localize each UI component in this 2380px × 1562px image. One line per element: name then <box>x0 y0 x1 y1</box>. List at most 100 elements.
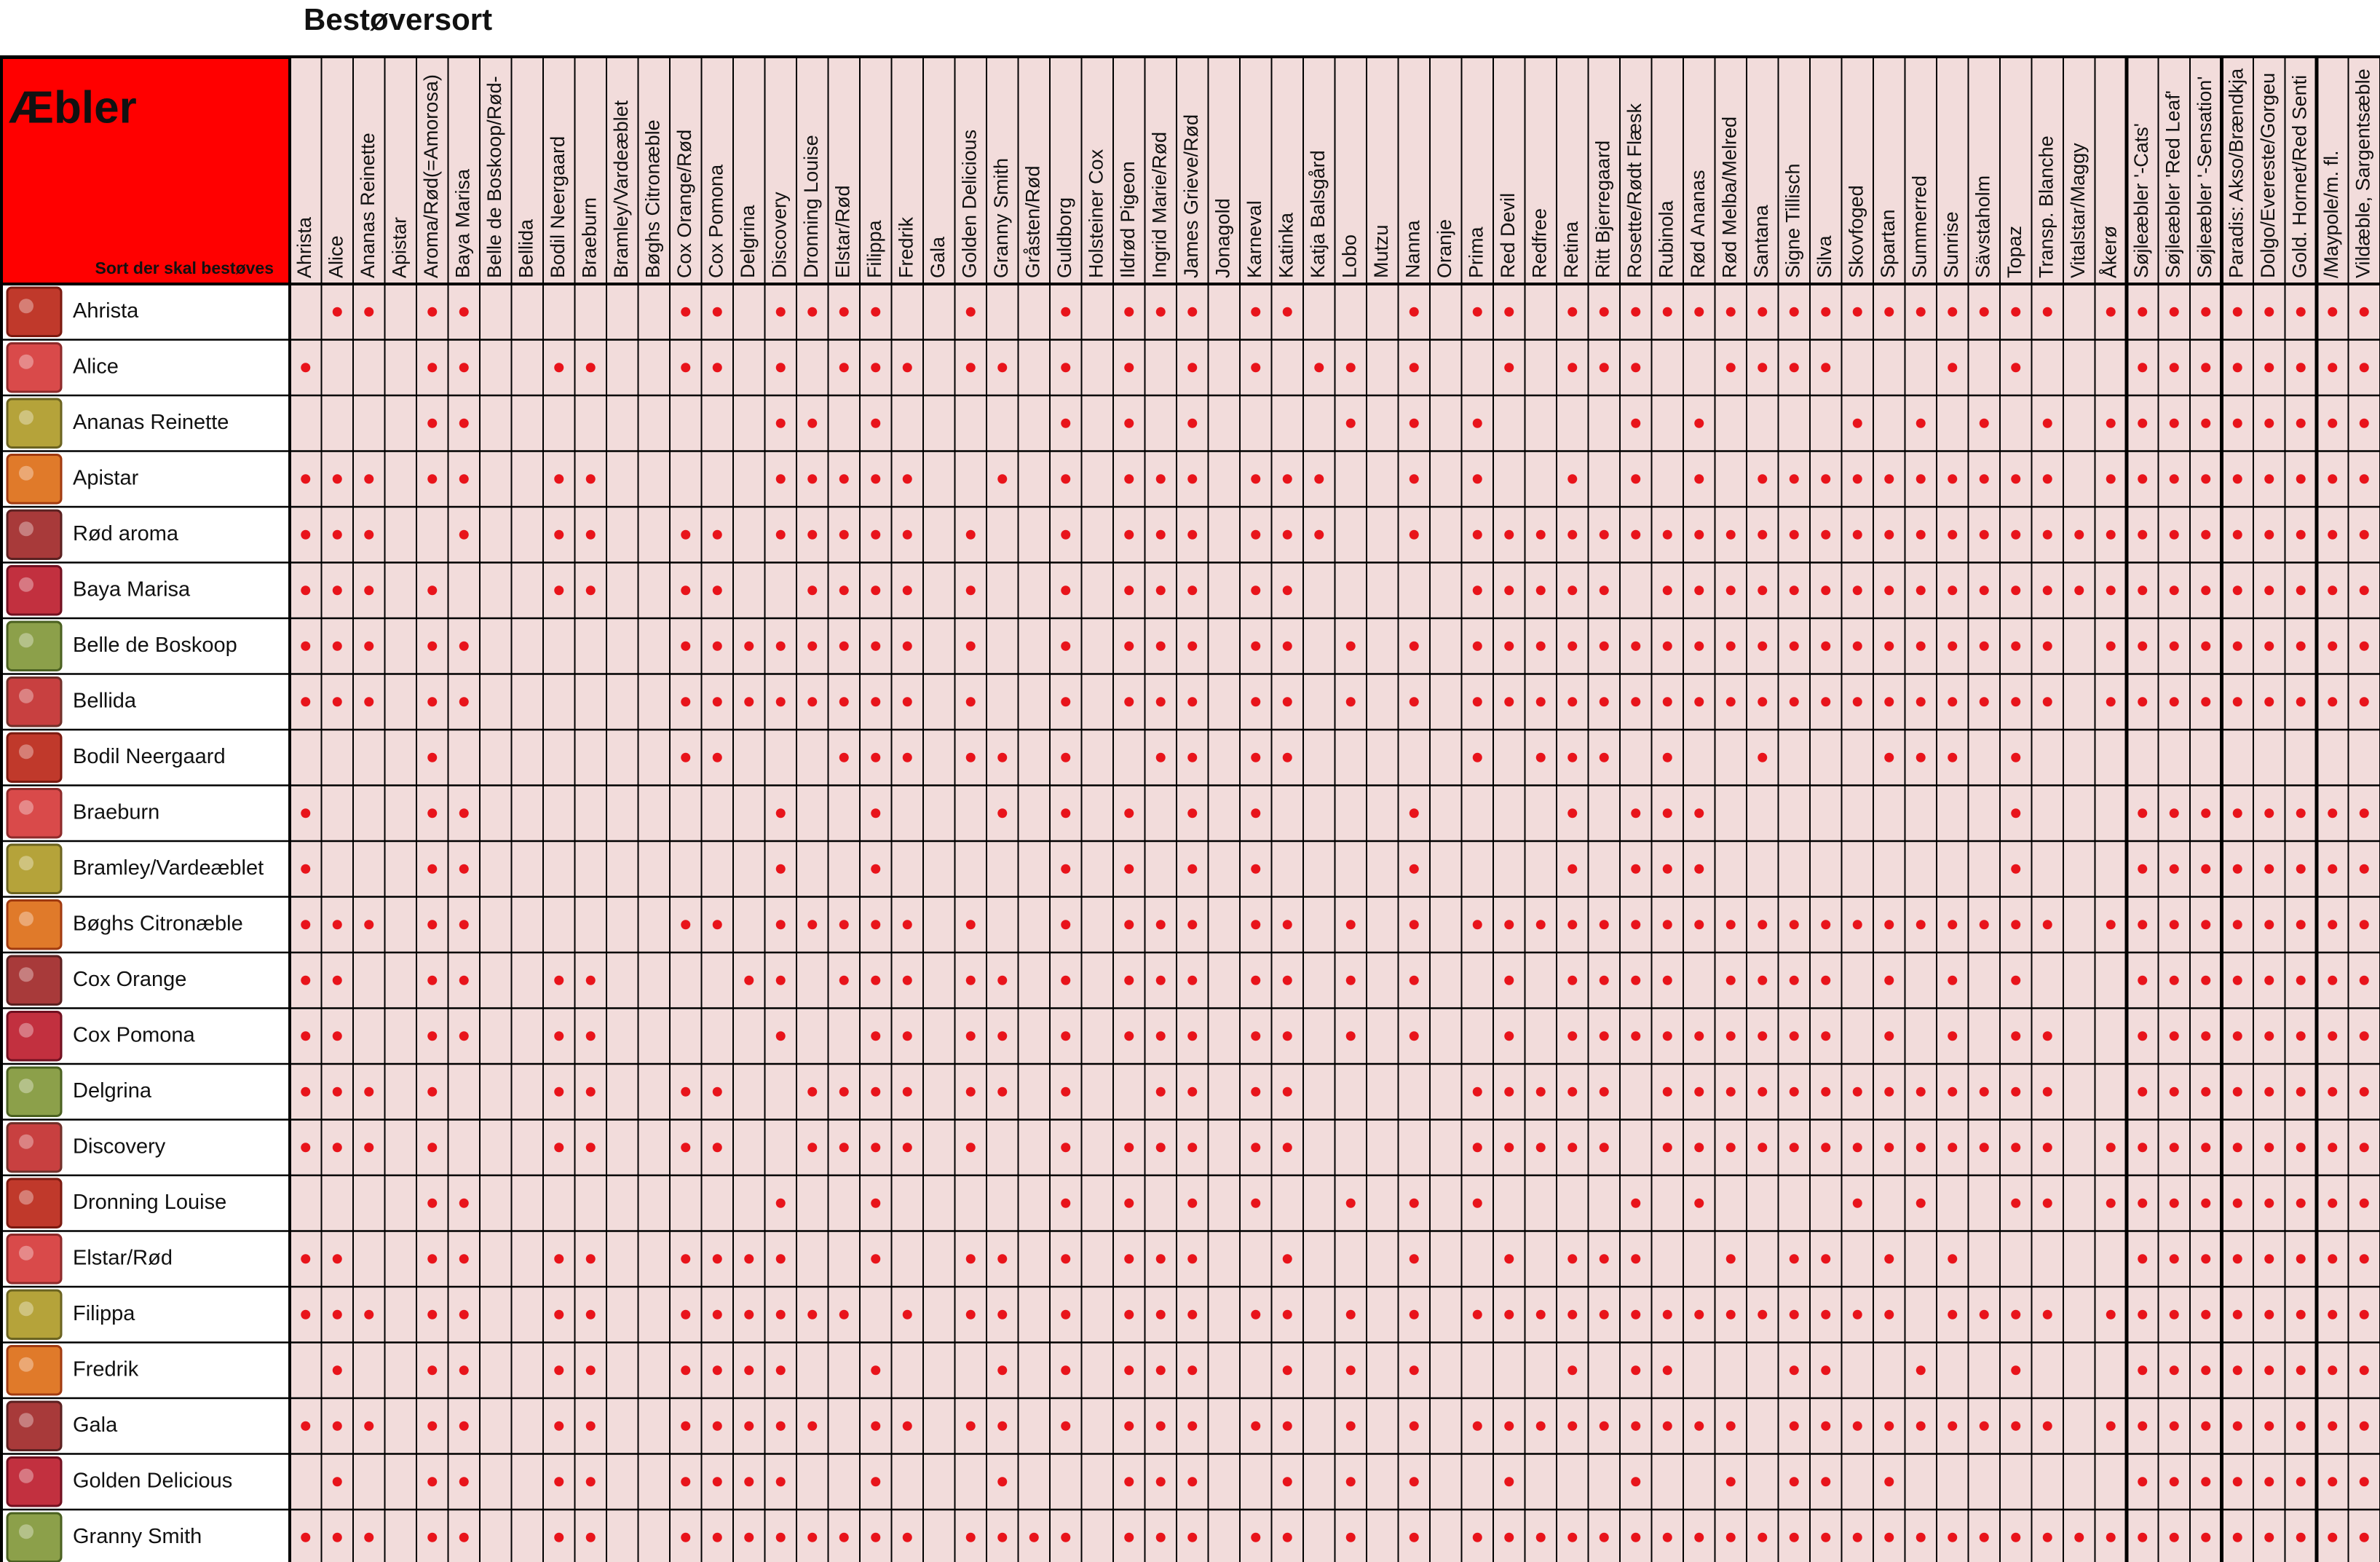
pollinator-dot <box>1948 1532 1958 1542</box>
pollinator-dot <box>1282 1031 1292 1041</box>
pollinator-dot <box>2359 1532 2369 1542</box>
pollinator-dot <box>1948 529 1958 540</box>
pollinator-dot <box>1155 1421 1166 1431</box>
column-header: Vitalstar/Maggy <box>2067 143 2089 278</box>
pollinator-dot <box>1662 697 1672 707</box>
pollinator-dot <box>2264 1254 2274 1264</box>
pollinator-dot <box>459 1309 469 1320</box>
pollinator-dot <box>1409 307 1419 317</box>
pollinator-dot <box>775 474 786 484</box>
pollinator-dot <box>997 1254 1008 1264</box>
pollinator-dot <box>902 920 912 930</box>
pollinator-dot <box>427 1477 438 1487</box>
pollinator-dot <box>1948 975 1958 985</box>
pollinator-dot <box>2138 975 2148 985</box>
pollinator-dot <box>2169 1031 2179 1041</box>
pollinator-dot <box>2169 1086 2179 1097</box>
pollinator-dot <box>2359 1031 2369 1041</box>
pollinator-dot <box>997 1532 1008 1542</box>
pollinator-dot <box>1662 1365 1672 1376</box>
pollinator-dot <box>2296 1477 2306 1487</box>
column-header: Oranje <box>1434 219 1455 278</box>
pollinator-dot <box>1124 1421 1134 1431</box>
pollinator-dot <box>1631 975 1641 985</box>
pollinator-dot <box>1631 808 1641 819</box>
pollinator-dot <box>839 641 849 651</box>
pollinator-dot <box>2106 474 2116 484</box>
pollinator-dot <box>1694 418 1704 428</box>
pollinator-dot <box>2201 363 2211 373</box>
pollinator-dot <box>1061 307 1071 317</box>
pollinator-dot <box>1345 975 1356 985</box>
row-name: Bellida <box>73 689 137 712</box>
row-name: Gala <box>73 1413 118 1437</box>
pollinator-dot <box>1282 474 1292 484</box>
pollinator-dot <box>1124 697 1134 707</box>
apple-photo <box>6 565 63 616</box>
pollinator-dot <box>1251 1198 1261 1208</box>
pollinator-dot <box>2359 474 2369 484</box>
pollinator-dot <box>2042 1143 2052 1153</box>
pollinator-dot <box>681 641 691 651</box>
row-name: Apistar <box>73 466 139 489</box>
pollinator-dot <box>2201 864 2211 874</box>
pollinator-dot <box>871 697 881 707</box>
column-header: Paradis: Akso/Brændkja <box>2225 68 2247 278</box>
pollinator-dot <box>1061 1309 1071 1320</box>
pollinator-dot <box>712 307 722 317</box>
pollinator-dot <box>1155 1086 1166 1097</box>
pollinator-dot <box>332 1365 342 1376</box>
pollinator-dot <box>1187 920 1198 930</box>
pollinator-dot <box>1345 1198 1356 1208</box>
apple-photo <box>6 1178 63 1228</box>
pollinator-dot <box>332 1532 342 1542</box>
pollinator-dot <box>1567 1254 1578 1264</box>
column-header: Belle de Boskoop/Rød- <box>483 76 505 278</box>
row-name: Fredrik <box>73 1357 139 1381</box>
pollinator-dot <box>839 363 849 373</box>
column-headers: Ahrista Alice Ananas Reinette Apistar Aroma/… <box>293 68 2374 278</box>
pollinator-dot <box>1979 418 1989 428</box>
pollinator-dot <box>301 529 311 540</box>
pollinator-dot <box>1567 920 1578 930</box>
pollinator-dot <box>1789 1143 1799 1153</box>
pollinator-dot <box>1187 641 1198 651</box>
pollinator-dot <box>2138 920 2148 930</box>
pollinator-dot <box>2328 1086 2338 1097</box>
pollinator-dot <box>1789 1365 1799 1376</box>
column-header: Retina <box>1560 221 1582 278</box>
pollinator-dot <box>1916 641 1926 651</box>
pollinator-dot <box>1345 1477 1356 1487</box>
pollinator-dot <box>775 697 786 707</box>
apple-photo <box>6 1234 63 1285</box>
pollinator-dot <box>681 1532 691 1542</box>
pollinator-dot <box>2169 1421 2179 1431</box>
pollinator-dot <box>427 363 438 373</box>
pollinator-dot <box>1789 307 1799 317</box>
pollinator-dot <box>2264 307 2274 317</box>
pollinator-dot <box>1789 1421 1799 1431</box>
pollinator-dot <box>301 1309 311 1320</box>
pollinator-dot <box>1251 1421 1261 1431</box>
pollinator-dot <box>1504 1477 1514 1487</box>
column-header: Rosette/Rødt Flæsk <box>1624 103 1645 278</box>
pollinator-dot <box>2201 808 2211 819</box>
pollinator-dot <box>2074 1532 2084 1542</box>
pollinator-dot <box>2232 1086 2242 1097</box>
pollinator-dot <box>997 752 1008 762</box>
pollinator-dot <box>332 1254 342 1264</box>
pollinator-dot <box>554 474 564 484</box>
pollinator-dot <box>839 975 849 985</box>
pollinator-dot <box>1852 1086 1862 1097</box>
pollinator-dot <box>2138 585 2148 596</box>
pollinator-dot <box>1409 1198 1419 1208</box>
column-header: Cox Orange/Rød <box>673 130 695 278</box>
pollinator-dot <box>1187 1143 1198 1153</box>
pollinator-dot <box>1694 1086 1704 1097</box>
pollinator-dot <box>301 1532 311 1542</box>
pollinator-dot <box>1251 697 1261 707</box>
pollinator-dot <box>2232 1143 2242 1153</box>
pollinator-dot <box>2328 1143 2338 1153</box>
column-header: Søjleæbler '-Cats' <box>2130 123 2152 278</box>
pollinator-dot <box>1631 1254 1641 1264</box>
